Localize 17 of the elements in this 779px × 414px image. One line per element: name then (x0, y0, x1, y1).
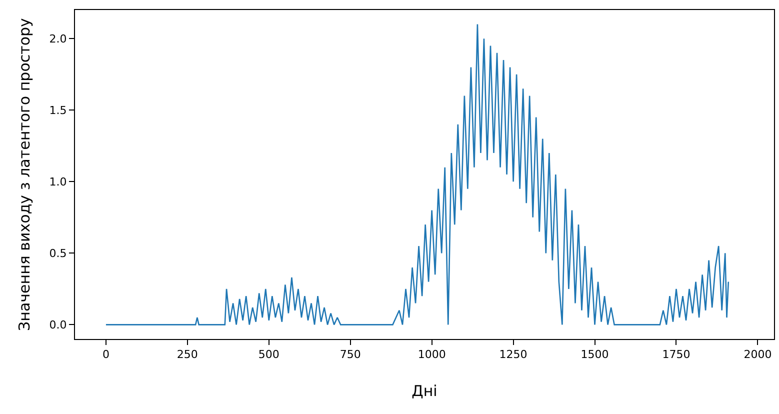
y-tick-label: 2.0 (49, 32, 67, 46)
x-axis-title: Дні (412, 382, 438, 400)
x-tick-label: 1500 (580, 348, 609, 362)
y-axis-title: Значення виходу з латентого простору (16, 18, 34, 331)
y-tick-label: 0.5 (49, 247, 67, 260)
x-tick-label: 250 (176, 348, 198, 362)
y-tick-label: 1.0 (49, 176, 67, 188)
line-series (105, 24, 730, 326)
y-tick-label: 0.0 (49, 318, 67, 332)
x-tick-label: 1250 (499, 348, 528, 362)
x-tick-label: 1750 (662, 348, 690, 362)
x-tick-label: 2000 (744, 348, 772, 362)
x-tick-label: 0 (102, 348, 110, 362)
y-tick-label: 1.5 (49, 104, 67, 117)
x-tick-label: 500 (258, 348, 280, 362)
x-tick-label: 750 (340, 348, 361, 362)
x-tick-label: 1000 (418, 348, 446, 362)
